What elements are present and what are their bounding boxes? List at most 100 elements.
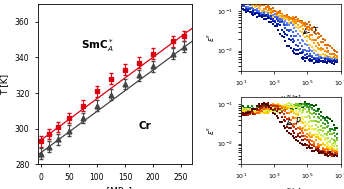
Point [245,7,251,10]
Point [315,110,320,113]
Point [315,47,320,50]
Point [295,38,301,41]
Point [302,121,308,124]
Point [270,104,276,107]
Point [281,23,287,26]
Point [316,117,322,120]
Point [254,12,260,15]
Point [288,105,293,108]
Point [268,15,274,18]
Point [292,23,297,26]
Point [272,110,278,113]
Point [334,60,340,64]
Point [256,105,261,108]
Point [276,108,281,111]
Point [301,126,306,129]
Point [265,11,270,14]
Point [252,8,258,11]
Point [286,118,292,121]
Point [268,20,274,23]
Point [331,155,336,158]
Point [279,35,284,38]
Point [297,125,302,128]
Point [299,45,304,48]
Point [272,10,278,13]
Point [250,9,256,12]
Point [322,59,327,62]
Point [308,146,313,149]
Point [333,143,338,146]
Point [324,148,329,151]
Point [333,58,338,61]
Point [250,110,256,113]
Point [331,48,336,51]
Point [258,107,263,110]
Point [322,60,327,63]
Point [265,102,270,105]
Point [311,108,317,112]
Point [250,11,256,14]
Point [284,16,290,19]
Point [322,150,327,153]
Point [320,60,326,63]
Point [302,56,308,59]
Point [290,21,295,24]
Point [295,105,301,108]
Point [320,60,326,63]
Point [286,111,292,114]
Point [313,136,319,139]
Point [320,38,326,41]
Point [274,108,279,111]
Point [258,108,263,111]
Point [297,52,302,55]
Point [247,0,252,3]
Point [265,14,270,17]
Point [304,138,310,141]
Point [256,103,261,106]
Point [322,55,327,58]
Point [240,111,245,114]
Point [306,103,311,106]
Point [288,103,293,106]
Point [302,31,308,34]
Point [302,60,308,63]
Point [324,145,329,148]
Point [281,108,287,111]
Point [333,53,338,57]
Point [258,7,263,10]
Point [259,14,265,17]
Point [286,29,292,32]
Point [267,21,272,24]
Point [244,2,249,5]
Point [254,16,260,19]
Point [325,125,331,128]
Point [306,107,311,110]
Point [279,16,284,19]
Point [256,110,261,113]
Point [301,33,306,36]
Point [302,138,308,141]
Point [254,110,260,113]
Point [325,56,331,59]
Point [249,111,254,114]
Point [281,107,287,110]
Point [304,110,310,113]
Point [333,153,338,156]
Point [268,108,274,111]
Point [313,123,319,126]
Point [263,5,269,9]
Point [301,111,306,114]
Point [329,120,335,123]
Point [329,53,335,56]
Point [320,52,326,55]
Point [313,147,319,150]
Point [311,57,317,60]
Point [329,62,335,65]
Point [277,109,283,112]
Point [327,59,333,62]
Point [288,17,293,20]
Point [308,139,313,142]
Point [252,110,258,113]
Point [283,105,288,108]
Point [281,14,287,17]
